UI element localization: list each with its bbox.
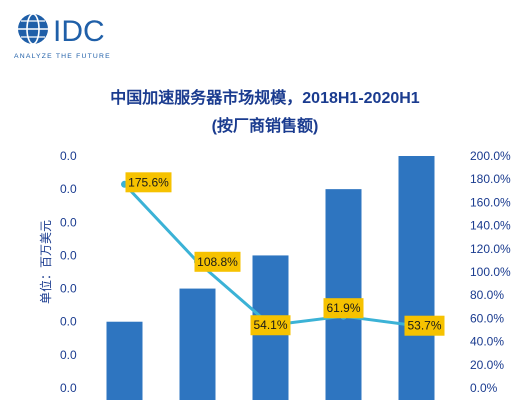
left-axis: 0.0 0.0 0.0 0.0 0.0 0.0 0.0 0.0 bbox=[60, 149, 77, 395]
left-tick-label: 0.0 bbox=[60, 315, 77, 329]
left-tick-label: 0.0 bbox=[60, 381, 77, 395]
idc-logo: IDC ANALYZE THE FUTURE bbox=[14, 13, 111, 60]
globe-icon bbox=[18, 13, 48, 45]
right-axis: 0.0% 20.0% 40.0% 60.0% 80.0% 100.0% 120.0% 140.… bbox=[470, 149, 511, 395]
growth-label-box bbox=[125, 172, 172, 193]
y-axis-label: 单位：百万美元 bbox=[38, 220, 53, 304]
growth-label-box bbox=[194, 251, 241, 272]
right-tick-label: 60.0% bbox=[470, 311, 504, 325]
growth-label-box bbox=[404, 315, 445, 336]
growth-label-box bbox=[250, 315, 291, 336]
bar-series bbox=[106, 156, 435, 400]
right-tick-label: 40.0% bbox=[470, 335, 504, 349]
growth-label-text: 175.6% bbox=[128, 175, 169, 189]
right-tick-label: 140.0% bbox=[470, 219, 511, 233]
bar-2019H2 bbox=[325, 189, 362, 400]
left-tick-label: 0.0 bbox=[60, 348, 77, 362]
logo-text: IDC bbox=[53, 15, 105, 48]
growth-labels: 175.6% 108.8% 54.1% 61.9% 53.7% bbox=[125, 172, 445, 336]
chart-title: 中国加速服务器市场规模，2018H1-2020H1 bbox=[110, 88, 420, 107]
left-tick-label: 0.0 bbox=[60, 282, 77, 296]
growth-label-text: 108.8% bbox=[197, 255, 238, 269]
logo-tagline: ANALYZE THE FUTURE bbox=[14, 53, 111, 60]
growth-label-2020H1: 53.7% bbox=[404, 315, 445, 336]
growth-label-2019H1: 54.1% bbox=[250, 315, 291, 336]
growth-label-text: 53.7% bbox=[407, 319, 441, 333]
growth-label-2018H2: 108.8% bbox=[194, 251, 241, 272]
left-tick-label: 0.0 bbox=[60, 248, 77, 262]
left-tick-label: 0.0 bbox=[60, 215, 77, 229]
right-tick-label: 20.0% bbox=[470, 358, 504, 372]
right-tick-label: 80.0% bbox=[470, 288, 504, 302]
left-tick-label: 0.0 bbox=[60, 182, 77, 196]
growth-label-box bbox=[323, 298, 364, 319]
left-tick-label: 0.0 bbox=[60, 149, 77, 163]
right-tick-label: 200.0% bbox=[470, 149, 511, 163]
right-tick-label: 160.0% bbox=[470, 195, 511, 209]
right-tick-label: 180.0% bbox=[470, 172, 511, 186]
bar-2018H2 bbox=[179, 288, 216, 400]
chart-subtitle: (按厂商销售额) bbox=[212, 116, 319, 135]
growth-label-2018H1: 175.6% bbox=[125, 172, 172, 193]
growth-label-text: 54.1% bbox=[253, 318, 287, 332]
right-tick-label: 0.0% bbox=[470, 381, 498, 395]
bar-2018H1 bbox=[106, 321, 143, 400]
right-tick-label: 100.0% bbox=[470, 265, 511, 279]
right-tick-label: 120.0% bbox=[470, 242, 511, 256]
growth-label-2019H2: 61.9% bbox=[323, 298, 364, 319]
growth-label-text: 61.9% bbox=[326, 301, 360, 315]
bar-2020H1 bbox=[398, 156, 435, 400]
